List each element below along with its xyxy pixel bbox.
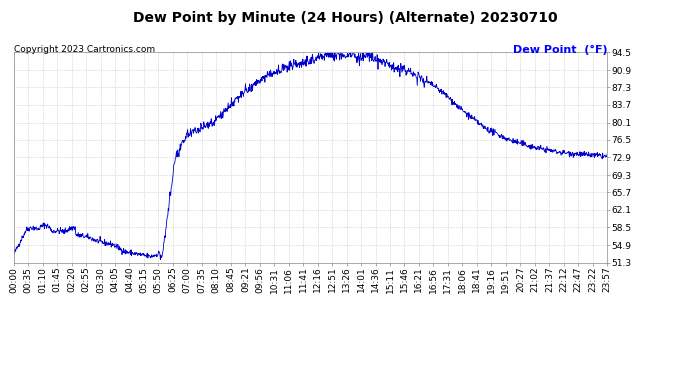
Text: Dew Point by Minute (24 Hours) (Alternate) 20230710: Dew Point by Minute (24 Hours) (Alternat… xyxy=(132,11,558,25)
Text: Copyright 2023 Cartronics.com: Copyright 2023 Cartronics.com xyxy=(14,45,155,54)
Text: Dew Point  (°F): Dew Point (°F) xyxy=(513,45,607,55)
